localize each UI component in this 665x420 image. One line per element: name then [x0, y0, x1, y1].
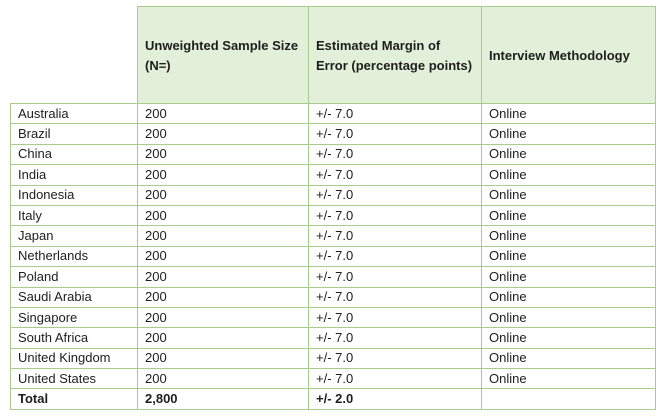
sample-size-cell: 200: [137, 368, 309, 390]
margin-of-error-cell: +/- 7.0: [308, 164, 482, 186]
sample-size-cell: 200: [137, 164, 309, 186]
country-cell: Saudi Arabia: [10, 286, 138, 308]
sample-size-cell: 200: [137, 143, 309, 166]
table-row: Singapore 200 +/- 7.0 Online: [10, 306, 656, 329]
margin-of-error-cell: +/- 7.0: [308, 368, 482, 390]
margin-of-error-cell: +/- 7.0: [308, 184, 482, 206]
table-row: United Kingdom 200 +/- 7.0 Online: [10, 347, 656, 370]
methodology-cell: Online: [481, 184, 656, 206]
sample-size-cell: 200: [137, 327, 309, 349]
methodology-cell: Online: [481, 245, 656, 268]
methodology-cell: Online: [481, 286, 656, 308]
table-row: Indonesia 200 +/- 7.0 Online: [10, 184, 656, 206]
methodology-cell: Online: [481, 327, 656, 349]
country-cell: Indonesia: [10, 184, 138, 206]
country-cell: Australia: [10, 102, 138, 125]
country-cell: Japan: [10, 225, 138, 247]
margin-of-error-cell: +/- 7.0: [308, 347, 482, 370]
table-row: Saudi Arabia 200 +/- 7.0 Online: [10, 286, 656, 308]
margin-of-error-cell: +/- 7.0: [308, 102, 482, 125]
sample-size-cell: 200: [137, 225, 309, 247]
header-interview-methodology: Interview Methodology: [481, 6, 656, 104]
table-row: India 200 +/- 7.0 Online: [10, 164, 656, 186]
country-cell: China: [10, 143, 138, 166]
methodology-cell: Online: [481, 225, 656, 247]
sample-size-cell: 200: [137, 306, 309, 329]
margin-of-error-cell: +/- 7.0: [308, 143, 482, 166]
margin-of-error-cell: +/- 7.0: [308, 245, 482, 268]
margin-of-error-cell: +/- 7.0: [308, 327, 482, 349]
total-margin-cell: +/- 2.0: [308, 388, 482, 410]
table-row: Brazil 200 +/- 7.0 Online: [10, 123, 656, 145]
table-row: Australia 200 +/- 7.0 Online: [10, 102, 656, 125]
methodology-cell: Online: [481, 164, 656, 186]
header-interview-methodology-label: Interview Methodology: [489, 48, 630, 63]
header-blank-cell: [10, 6, 138, 104]
margin-of-error-cell: +/- 7.0: [308, 123, 482, 145]
sample-size-cell: 200: [137, 286, 309, 308]
methodology-cell: Online: [481, 306, 656, 329]
sample-size-cell: 200: [137, 347, 309, 370]
sample-size-cell: 200: [137, 266, 309, 288]
country-cell: Netherlands: [10, 245, 138, 268]
sample-size-cell: 200: [137, 102, 309, 125]
methodology-cell: Online: [481, 266, 656, 288]
table-row: Italy 200 +/- 7.0 Online: [10, 204, 656, 227]
country-cell: Italy: [10, 204, 138, 227]
table-row: Japan 200 +/- 7.0 Online: [10, 225, 656, 247]
sample-size-cell: 200: [137, 204, 309, 227]
margin-of-error-cell: +/- 7.0: [308, 266, 482, 288]
country-cell: Singapore: [10, 306, 138, 329]
methodology-cell: Online: [481, 143, 656, 166]
sample-size-cell: 200: [137, 123, 309, 145]
header-margin-of-error-label: Estimated Margin of Error (percentage po…: [316, 38, 473, 73]
sample-size-cell: 200: [137, 184, 309, 206]
methodology-cell: Online: [481, 368, 656, 390]
table-row: China 200 +/- 7.0 Online: [10, 143, 656, 166]
margin-of-error-cell: +/- 7.0: [308, 204, 482, 227]
margin-of-error-cell: +/- 7.0: [308, 306, 482, 329]
table-header-row: Unweighted Sample Size (N=) Estimated Ma…: [10, 6, 656, 104]
country-cell: Poland: [10, 266, 138, 288]
table-row: United States 200 +/- 7.0 Online: [10, 368, 656, 390]
header-margin-of-error: Estimated Margin of Error (percentage po…: [308, 6, 482, 104]
country-cell: India: [10, 164, 138, 186]
total-row: Total 2,800 +/- 2.0: [10, 388, 656, 410]
table-row: Netherlands 200 +/- 7.0 Online: [10, 245, 656, 268]
country-cell: United Kingdom: [10, 347, 138, 370]
sample-size-table: Unweighted Sample Size (N=) Estimated Ma…: [10, 6, 656, 410]
header-sample-size: Unweighted Sample Size (N=): [137, 6, 309, 104]
total-methodology-cell: [481, 388, 656, 410]
table-row: South Africa 200 +/- 7.0 Online: [10, 327, 656, 349]
methodology-cell: Online: [481, 347, 656, 370]
methodology-cell: Online: [481, 204, 656, 227]
total-label-cell: Total: [10, 388, 138, 410]
margin-of-error-cell: +/- 7.0: [308, 225, 482, 247]
table-body: Australia 200 +/- 7.0 Online Brazil 200 +/- 7.…: [10, 102, 656, 410]
country-cell: Brazil: [10, 123, 138, 145]
margin-of-error-cell: +/- 7.0: [308, 286, 482, 308]
country-cell: United States: [10, 368, 138, 390]
sample-size-cell: 200: [137, 245, 309, 268]
table-row: Poland 200 +/- 7.0 Online: [10, 266, 656, 288]
country-cell: South Africa: [10, 327, 138, 349]
total-sample-size-cell: 2,800: [137, 388, 309, 410]
methodology-cell: Online: [481, 123, 656, 145]
methodology-cell: Online: [481, 102, 656, 125]
header-sample-size-label: Unweighted Sample Size (N=): [145, 38, 299, 73]
